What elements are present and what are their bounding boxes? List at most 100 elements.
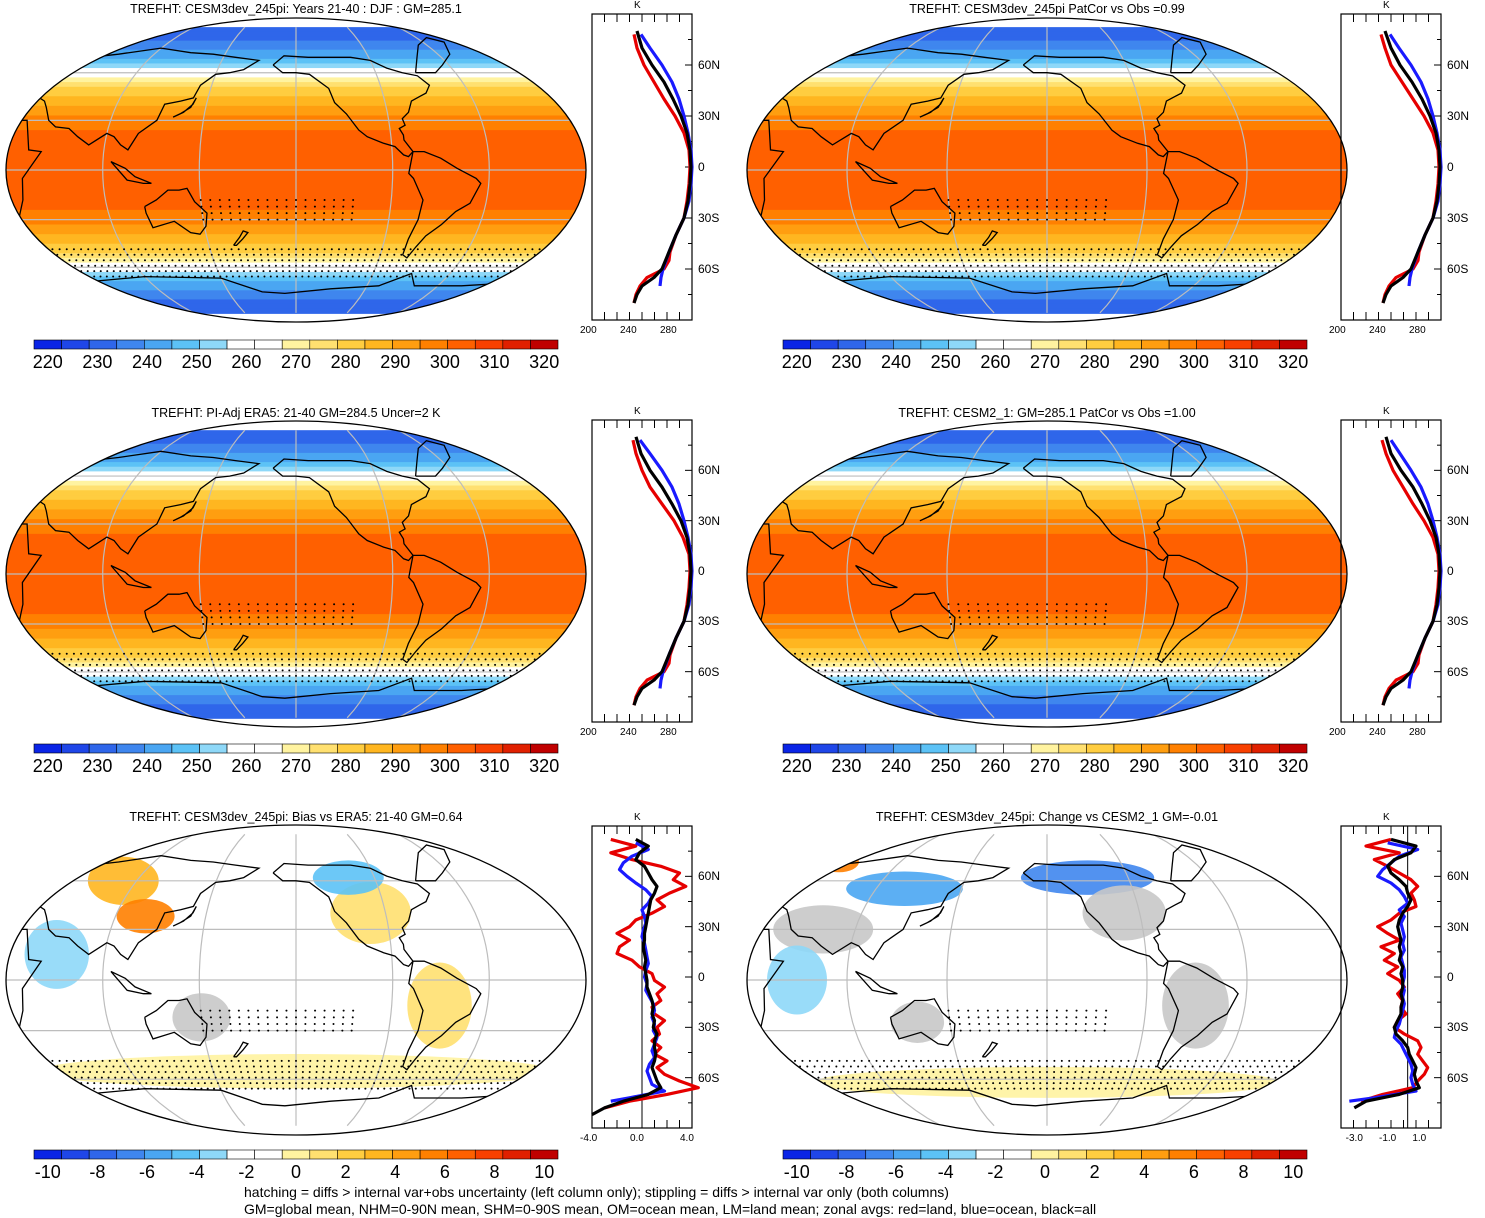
zonal-line-land [1379,33,1441,304]
zonal-x-tick-label: 280 [660,727,677,738]
colorbar-swatch [1086,1149,1115,1160]
colorbar-swatch [116,1149,145,1160]
colorbar-tick-label: 2 [1089,1162,1100,1182]
graticule-lon [1152,26,1248,314]
map-border [746,17,1348,323]
coastline [775,855,1011,961]
zonal-panel [591,825,700,1129]
colorbar-tick-label: 6 [439,1162,450,1182]
coastline [414,844,451,882]
field-patch [1162,962,1229,1049]
coastline [78,272,514,295]
panel-title: TREFHT: PI-Adj ERA5: 21-40 GM=284.5 Unce… [151,406,441,420]
coastline [401,150,482,259]
panel-title: TREFHT: CESM3dev_245pi: Years 21-40 : DJ… [130,2,462,16]
graticule-lon [346,26,394,314]
zonal-lat-label: 60N [1447,463,1470,478]
colorbar-swatch [810,1149,839,1160]
colorbar-swatch [530,743,559,754]
map-field [747,429,1347,719]
coastline [78,1084,514,1107]
zonal-x-tick-label: 240 [1369,727,1386,738]
colorbar-tick-label: 230 [831,756,862,776]
colorbar-tick-label: 290 [1129,352,1160,372]
colorbar-tick-label: 300 [429,352,460,372]
colorbar-swatch [920,339,949,350]
colorbar-swatch [1251,1149,1280,1160]
colorbar-tick-label: 250 [181,756,212,776]
coastline [1170,844,1207,882]
colorbar-swatch [419,743,448,754]
zonal-lat-label: 30N [698,919,721,934]
zonal-lat-label: 30S [698,614,720,629]
colorbar-swatch [1223,339,1253,350]
colorbar-swatch [837,743,867,754]
colorbar-swatch [364,743,393,754]
colorbar-swatch [502,1149,531,1160]
colorbar-tick-label: 310 [479,352,510,372]
zonal-x-tick-label: 200 [1329,325,1346,336]
field-patch [407,962,472,1049]
colorbar-swatch [474,1149,504,1160]
colorbar-swatch [419,1149,448,1160]
zonal-lat-label: 60S [698,262,720,276]
zonal-lat-label: 60S [1447,262,1469,276]
colorbar-swatch [1196,1149,1225,1160]
colorbar-swatch [447,339,476,350]
colorbar-swatch [865,339,894,350]
colorbar-swatch [309,1149,338,1160]
zonal-lat-label: 30S [698,1020,720,1035]
colorbar-swatch [309,743,338,754]
colorbar-swatch [254,1149,283,1160]
graticule-lon [346,429,394,719]
stippling [794,199,1300,278]
coastline [172,501,197,522]
zonal-x-tick-label: 4.0 [680,1133,694,1144]
colorbar-swatch [1003,339,1032,350]
colorbar-tick-label: 280 [330,756,361,776]
colorbar-tick-label: 270 [1029,352,1061,372]
graticule-lon [846,26,942,314]
map-border [746,420,1348,728]
coastline [981,1041,999,1058]
zonal-x-tick-label: 200 [580,727,597,738]
colorbar-swatch [502,339,531,350]
colorbar-tick-label: 320 [1278,352,1309,372]
coastline [17,119,43,227]
colorbar-swatch [144,1149,173,1160]
zonal-panel [1340,13,1443,321]
colorbar-swatch [116,339,145,350]
colorbar-swatch [1003,743,1032,754]
colorbar-swatch [1030,339,1060,350]
coastline [1170,36,1207,74]
colorbar-swatch [254,339,283,350]
graticule-lon [398,429,490,719]
colorbar-swatch [88,339,118,350]
colorbar-tick-label: 240 [881,352,912,372]
colorbar-tick-label: 270 [1029,756,1061,776]
colorbar-swatch [1279,1149,1308,1160]
stippling [51,1009,541,1090]
map-field [747,26,1347,314]
colorbar-tick-label: -10 [34,1162,61,1182]
colorbar-swatch [337,339,366,350]
colorbar-swatch [893,1149,922,1160]
zonal-line-land [1360,837,1430,1103]
colorbar-swatch [309,339,338,350]
coastline [775,450,1011,555]
colorbar-swatch [530,339,559,350]
colorbar-swatch [948,339,977,350]
graticule-lon [102,26,194,314]
colorbar-swatch [975,1149,1004,1160]
coastline [775,47,1011,151]
stippling [794,1009,1300,1090]
map-border [5,824,587,1136]
zonal-lat-label: 60S [698,664,720,679]
colorbar-swatch [1086,339,1115,350]
map-field [747,825,1347,1135]
coastline [889,187,956,235]
colorbar-swatch [171,743,200,754]
coastline [855,161,898,185]
colorbar-tick-label: 250 [930,352,961,372]
colorbar-tick-label: 220 [32,756,63,776]
